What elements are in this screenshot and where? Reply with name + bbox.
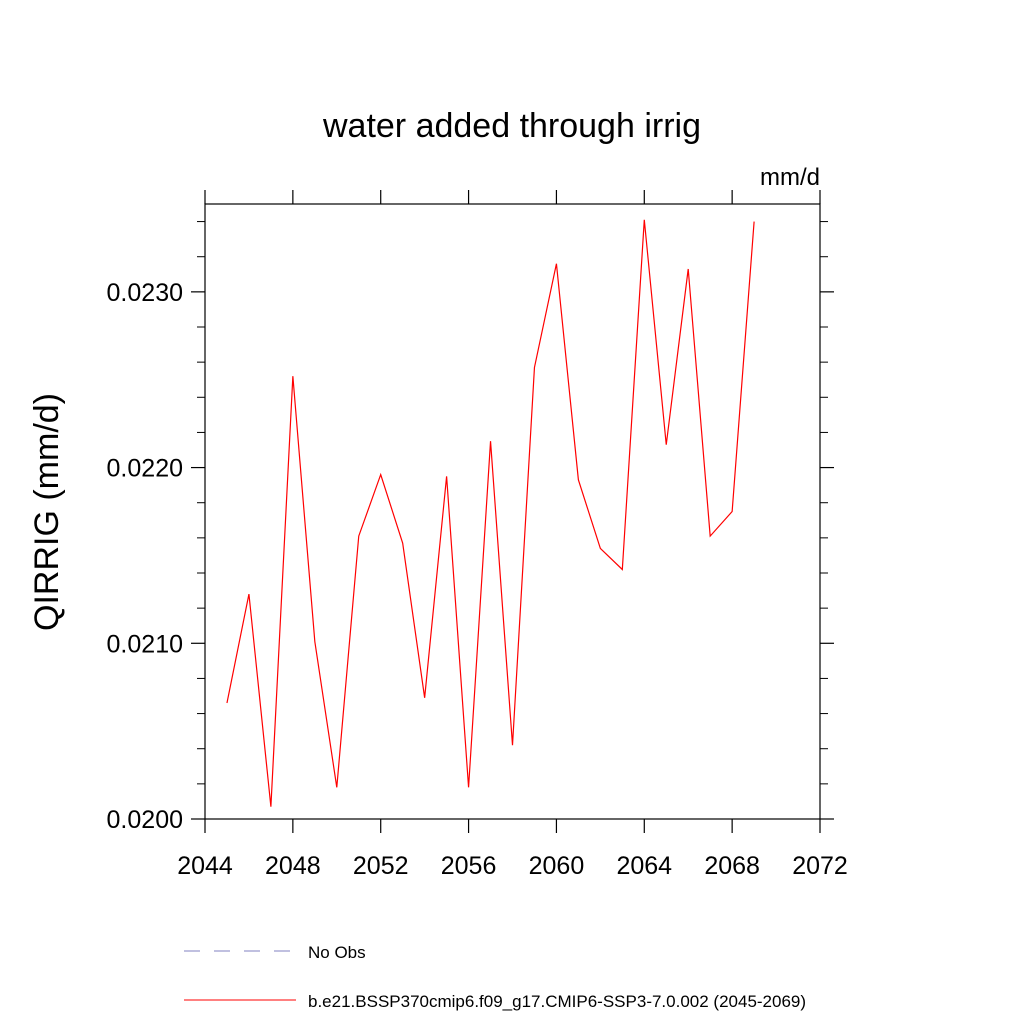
legend-label-model-run: b.e21.BSSP370cmip6.f09_g17.CMIP6-SSP3-7.…	[308, 992, 806, 1011]
y-tick-label: 0.0200	[107, 806, 183, 834]
y-axis-label: QIRRIG (mm/d)	[28, 393, 66, 631]
x-tick-label: 2056	[441, 852, 497, 880]
y-tick-label: 0.0230	[107, 279, 183, 307]
x-tick-label: 2052	[353, 852, 409, 880]
x-tick-labels: 2044 2048 2052 2056 2060 2064 2068 2072	[177, 852, 848, 880]
legend: No Obs b.e21.BSSP370cmip6.f09_g17.CMIP6-…	[184, 943, 806, 1011]
plot-frame	[204, 203, 821, 820]
minor-ticks	[197, 221, 828, 785]
y-tick-label: 0.0210	[107, 630, 183, 658]
x-tick-label: 2068	[704, 852, 760, 880]
legend-label-no-obs: No Obs	[308, 943, 366, 962]
y-tick-label: 0.0220	[107, 455, 183, 483]
units-label: mm/d	[760, 164, 820, 191]
x-tick-label: 2048	[265, 852, 321, 880]
x-tick-label: 2072	[792, 852, 848, 880]
major-ticks	[191, 190, 834, 833]
x-tick-label: 2064	[616, 852, 672, 880]
series-line	[226, 219, 755, 807]
y-tick-labels: 0.0200 0.0210 0.0220 0.0230	[107, 279, 183, 834]
chart-title: water added through irrig	[322, 107, 701, 145]
x-tick-label: 2060	[529, 852, 585, 880]
x-tick-label: 2044	[177, 852, 233, 880]
